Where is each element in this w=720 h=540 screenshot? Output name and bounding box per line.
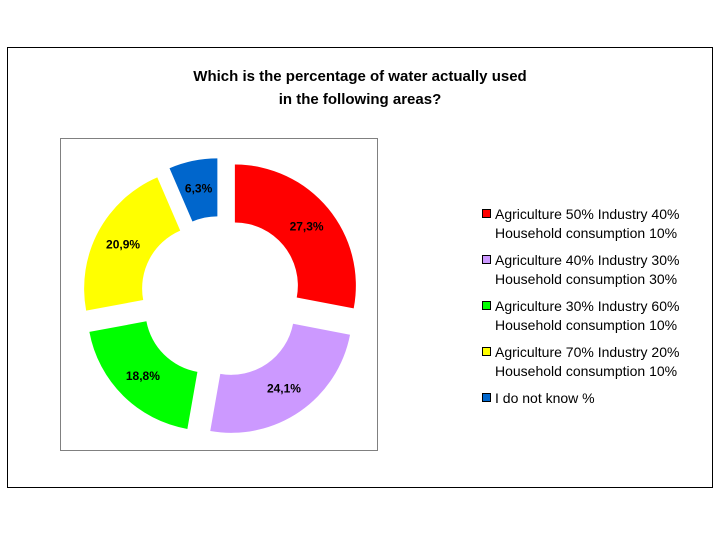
legend-item-2: Agriculture 40% Industry 30% Household c…: [482, 251, 712, 289]
donut-slice-2: [210, 323, 351, 433]
data-label-2: 24,1%: [267, 381, 301, 395]
legend-text-3-line-1: Agriculture 30% Industry 60%: [495, 298, 680, 314]
legend-text-5-line-1: I do not know %: [495, 390, 595, 406]
legend-item-5: I do not know %: [482, 389, 712, 408]
data-label-3: 18,8%: [126, 369, 160, 383]
legend-item-4: Agriculture 70% Industry 20% Household c…: [482, 343, 712, 381]
data-label-5: 6,3%: [185, 181, 213, 195]
chart-title: Which is the percentage of water actuall…: [0, 65, 720, 111]
legend-text-2-line-1: Agriculture 40% Industry 30%: [495, 252, 680, 268]
donut-chart: 27,3% 24,1% 18,8% 20,9% 6,3%: [84, 158, 356, 433]
data-label-4: 20,9%: [106, 238, 140, 252]
chart-title-line-2: in the following areas?: [278, 91, 442, 108]
legend-item-3: Agriculture 30% Industry 60% Household c…: [482, 297, 712, 335]
donut-slice-3: [89, 321, 198, 429]
legend-text-1-line-2: Household consumption 10%: [495, 225, 678, 241]
legend-item-1: Agriculture 50% Industry 40% Household c…: [482, 205, 712, 243]
legend-text-4-line-1: Agriculture 70% Industry 20%: [495, 344, 680, 360]
donut-slice-1: [234, 164, 356, 309]
legend-swatch-5: [482, 393, 491, 402]
legend-text-3-line-2: Household consumption 10%: [495, 317, 678, 333]
legend-text-4-line-2: Household consumption 10%: [495, 363, 678, 379]
legend-text-1-line-1: Agriculture 50% Industry 40%: [495, 206, 680, 222]
chart-title-line-1: Which is the percentage of water actuall…: [193, 68, 527, 85]
plot-area: 27,3% 24,1% 18,8% 20,9% 6,3%: [60, 138, 378, 451]
donut-slice-5: [169, 158, 218, 222]
legend-swatch-4: [482, 347, 491, 356]
legend: Agriculture 50% Industry 40% Household c…: [482, 205, 712, 416]
donut-slice-4: [84, 177, 181, 311]
legend-text-2-line-2: Household consumption 30%: [495, 271, 678, 287]
legend-swatch-3: [482, 301, 491, 310]
data-label-1: 27,3%: [290, 219, 324, 233]
legend-swatch-2: [482, 255, 491, 264]
legend-swatch-1: [482, 209, 491, 218]
